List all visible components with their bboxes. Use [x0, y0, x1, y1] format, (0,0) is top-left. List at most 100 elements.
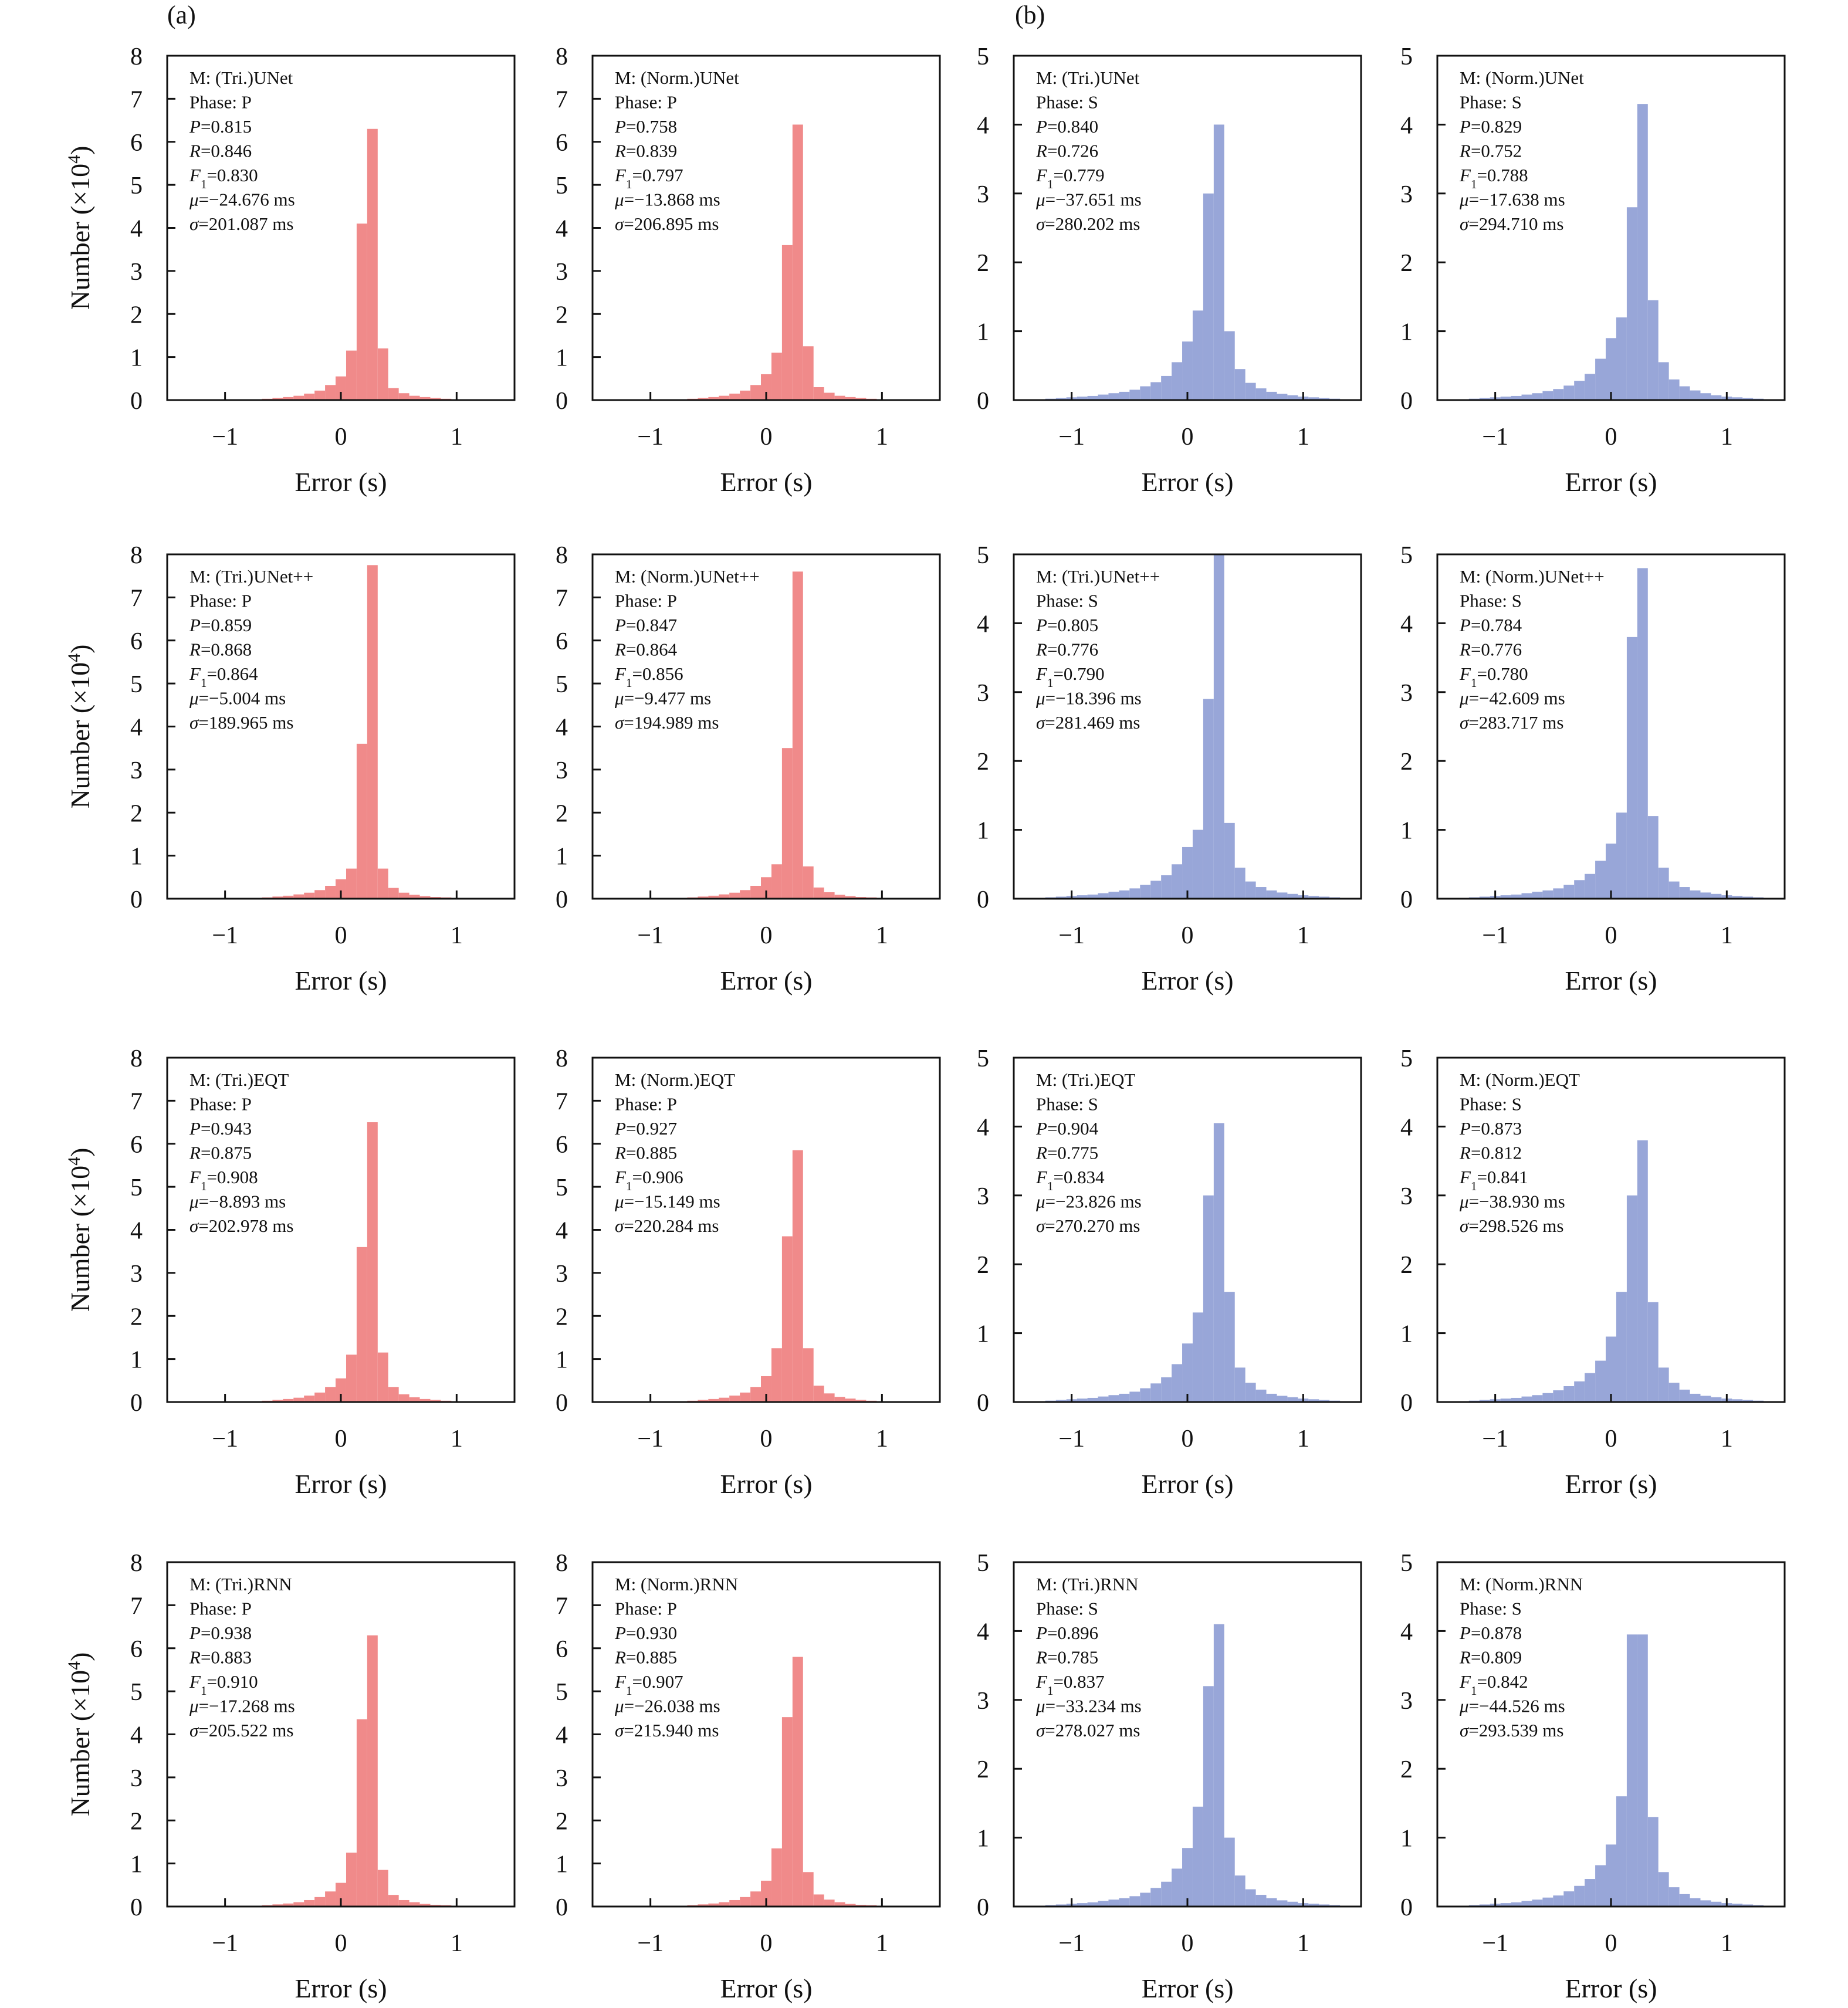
histogram-bar — [792, 124, 803, 400]
y-tick-label: 5 — [977, 43, 989, 70]
phase-label: Phase: P — [615, 1599, 677, 1619]
x-axis-label: Error (s) — [295, 966, 387, 995]
histogram-bar — [346, 350, 357, 400]
y-tick-label: 4 — [130, 1218, 143, 1245]
y-tick-label: 5 — [556, 671, 568, 698]
y-tick-label: 0 — [556, 1894, 568, 1921]
histogram-bar — [708, 895, 719, 899]
histogram-bar — [729, 1395, 740, 1402]
histogram-bar — [1658, 868, 1669, 899]
y-tick-label: 5 — [1400, 43, 1413, 70]
y-tick-label: 4 — [977, 112, 989, 139]
recall-label: R=0.839 — [614, 141, 677, 161]
histogram-bar — [1277, 1900, 1288, 1907]
y-tick-label: 8 — [556, 1550, 568, 1577]
y-tick-label: 3 — [977, 680, 989, 707]
precision-label: P=0.904 — [1035, 1118, 1099, 1139]
precision-label: P=0.784 — [1459, 615, 1522, 635]
histogram-bar — [1563, 1891, 1575, 1907]
y-tick-label: 6 — [130, 1636, 143, 1663]
sigma-label: σ=206.895 ms — [615, 214, 719, 234]
histogram-panel: 0 1 2 3 4 5 6 7 8 −1 0 1 Error (s) Number (×104) M: (T… — [65, 542, 516, 995]
model-label: M: (Norm.)EQT — [1460, 1069, 1580, 1090]
histogram-bar — [1626, 636, 1637, 899]
histogram-bar — [1108, 1899, 1119, 1907]
histogram-bar — [1087, 395, 1098, 400]
histogram-bar — [1626, 207, 1637, 400]
histogram-bar — [1626, 1195, 1637, 1402]
histogram-bar — [314, 1897, 326, 1907]
histogram-bar — [824, 892, 835, 899]
phase-label: Phase: S — [1036, 92, 1098, 113]
x-tick-label: 0 — [335, 1425, 347, 1452]
histogram-panel: 0 1 2 3 4 5 6 7 8 −1 0 1 Error (s) M: (Norm.)UNet++ Ph… — [556, 542, 941, 995]
histogram-bar — [1521, 1901, 1532, 1907]
histogram-bar — [1192, 1312, 1203, 1402]
x-axis-label: Error (s) — [1141, 467, 1233, 497]
precision-label: P=0.829 — [1459, 116, 1522, 137]
histogram-bar — [729, 393, 740, 400]
histogram-bar — [1129, 888, 1140, 899]
histogram-bar — [304, 1899, 315, 1907]
histogram-bar — [325, 885, 336, 899]
mean-label: μ=−9.477 ms — [614, 688, 711, 709]
histogram-panel: 0 1 2 3 4 5 −1 0 1 Error (s) M: (Norm.)UNet Phase: … — [1400, 43, 1786, 497]
y-tick-label: 5 — [130, 172, 143, 199]
histogram-bar — [388, 1895, 399, 1907]
histogram-bar — [1287, 395, 1298, 400]
histogram-bar — [1668, 1383, 1680, 1402]
histogram-bar — [1172, 1364, 1183, 1402]
mean-label: μ=−42.609 ms — [1459, 688, 1565, 709]
histogram-bar — [1224, 1837, 1235, 1907]
y-tick-label: 1 — [556, 1347, 568, 1374]
model-label: M: (Tri.)RNN — [1036, 1574, 1139, 1594]
histogram-bar — [272, 1904, 283, 1907]
histogram-bar — [1129, 1391, 1140, 1402]
x-tick-label: 1 — [451, 922, 463, 949]
histogram-bar — [1108, 1395, 1119, 1402]
x-tick-label: 1 — [876, 922, 888, 949]
histogram-bar — [367, 128, 378, 401]
histogram-bar — [761, 1880, 771, 1907]
histogram-bar — [1668, 1887, 1680, 1907]
model-label: M: (Tri.)UNet — [189, 67, 293, 88]
precision-label: P=0.805 — [1035, 615, 1098, 635]
histogram-panel: 0 1 2 3 4 5 6 7 8 −1 0 1 Error (s) M: (Norm.)RNN Phase… — [556, 1550, 941, 2003]
recall-label: R=0.883 — [189, 1647, 252, 1668]
y-tick-label: 4 — [1400, 611, 1413, 638]
histogram-bar — [855, 1400, 867, 1402]
y-tick-label: 2 — [977, 1756, 989, 1783]
histogram-bar — [761, 374, 771, 400]
histogram-bar — [781, 748, 793, 899]
histogram-bar — [719, 1397, 730, 1402]
histogram-panel: 0 1 2 3 4 5 6 7 8 −1 0 1 Error (s) Number (×104) M: (T… — [65, 43, 516, 497]
histogram-bar — [1679, 887, 1690, 899]
x-tick-label: 1 — [1297, 1930, 1309, 1957]
histogram-bar — [1077, 1903, 1088, 1907]
histogram-bar — [367, 565, 378, 899]
histogram-bar — [1637, 1140, 1648, 1402]
histogram-bar — [1203, 699, 1214, 899]
histogram-bar — [1266, 1898, 1277, 1907]
x-axis-label: Error (s) — [1141, 1973, 1233, 2003]
precision-label: P=0.873 — [1459, 1118, 1522, 1139]
histogram-bar — [325, 1891, 336, 1907]
histogram-bar — [740, 890, 751, 899]
histogram-bar — [1500, 1903, 1511, 1907]
y-tick-label: 5 — [556, 1679, 568, 1706]
histogram-bar — [304, 892, 315, 899]
y-tick-label: 5 — [556, 1174, 568, 1201]
y-tick-label: 2 — [556, 1303, 568, 1330]
x-tick-label: 0 — [1182, 424, 1194, 451]
phase-label: Phase: S — [1036, 1094, 1098, 1115]
y-tick-label: 5 — [1400, 1550, 1413, 1577]
x-tick-label: 1 — [876, 1425, 888, 1452]
mean-label: μ=−8.893 ms — [189, 1191, 286, 1212]
x-tick-label: 1 — [451, 424, 463, 451]
sigma-label: σ=220.284 ms — [615, 1215, 719, 1236]
y-tick-label: 7 — [130, 1593, 143, 1620]
recall-label: R=0.846 — [189, 141, 252, 161]
histogram-bar — [1563, 1386, 1575, 1402]
y-tick-label: 7 — [130, 86, 143, 113]
histogram-bar — [1308, 896, 1319, 899]
